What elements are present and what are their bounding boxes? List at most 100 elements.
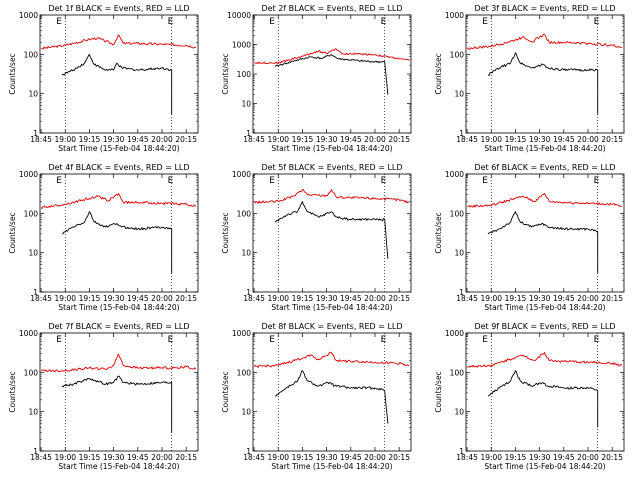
panel-5: Det 5f BLACK = Events, RED = LLD 1 10 100 10… — [221, 163, 412, 312]
x-tick-label: 20:15 — [388, 135, 410, 144]
x-tick-label: 19:00 — [480, 294, 502, 303]
y-axis-label: Counts/sec — [221, 212, 230, 253]
x-tick-label: 19:00 — [54, 294, 76, 303]
panel-7: Det 7f BLACK = Events, RED = LLD 1 10 100 10… — [8, 322, 199, 471]
y-tick-label: 10 — [241, 249, 251, 258]
marker-label: E — [168, 17, 174, 27]
x-tick-label: 18:45 — [456, 294, 478, 303]
x-tick-label: 19:15 — [505, 453, 527, 462]
y-tick-label: 1000 — [445, 11, 464, 20]
y-axis-label: Counts/sec — [8, 212, 17, 253]
x-axis-label: Start Time (15-Feb-04 18:44:20) — [271, 462, 392, 471]
events-series-line — [274, 370, 389, 424]
x-tick-label: 19:00 — [480, 453, 502, 462]
marker-label: E — [56, 17, 62, 27]
marker-label: E — [168, 176, 174, 186]
y-tick-label: 10 — [28, 408, 38, 417]
events-series-line — [61, 53, 173, 115]
marker-label: E — [482, 335, 488, 345]
marker-label: E — [594, 176, 600, 186]
x-tick-label: 20:00 — [577, 453, 599, 462]
y-tick-label: 10 — [454, 90, 464, 99]
x-axis-label: Start Time (15-Feb-04 18:44:20) — [271, 303, 392, 312]
panel-title: Det 2f BLACK = Events, RED = LLD — [261, 4, 402, 13]
x-tick-label: 19:45 — [340, 294, 362, 303]
y-tick-label: 100 — [24, 209, 39, 218]
lld-series-line — [466, 352, 623, 368]
x-tick-label: 18:45 — [243, 453, 265, 462]
x-axis-label: Start Time (15-Feb-04 18:44:20) — [58, 303, 179, 312]
plot-frame — [39, 14, 199, 134]
events-series-line — [61, 211, 173, 274]
panel-title: Det 9f BLACK = Events, RED = LLD — [474, 322, 615, 331]
marker-label: E — [482, 17, 488, 27]
x-tick-label: 19:15 — [292, 294, 314, 303]
x-tick-label: 18:45 — [456, 135, 478, 144]
x-tick-label: 18:45 — [243, 294, 265, 303]
events-series-line — [487, 52, 599, 115]
y-tick-label: 100 — [450, 368, 465, 377]
x-tick-label: 20:00 — [577, 294, 599, 303]
y-tick-label: 1000 — [232, 170, 251, 179]
x-tick-label: 19:30 — [316, 135, 338, 144]
x-axis-label: Start Time (15-Feb-04 18:44:20) — [58, 144, 179, 153]
x-tick-label: 19:00 — [267, 453, 289, 462]
y-tick-label: 100 — [450, 209, 465, 218]
x-tick-label: 19:45 — [127, 453, 149, 462]
x-tick-label: 20:00 — [151, 294, 173, 303]
x-tick-label: 20:00 — [364, 453, 386, 462]
y-axis-label: Counts/sec — [8, 53, 17, 94]
x-tick-label: 19:00 — [267, 294, 289, 303]
x-tick-label: 19:15 — [79, 135, 101, 144]
events-series-line — [274, 54, 389, 95]
y-tick-label: 100 — [24, 368, 39, 377]
lld-series-line — [253, 351, 409, 368]
panel-title: Det 6f BLACK = Events, RED = LLD — [474, 163, 615, 172]
marker-label: E — [594, 17, 600, 27]
x-tick-label: 19:30 — [316, 453, 338, 462]
x-tick-label: 19:15 — [79, 453, 101, 462]
x-tick-label: 20:15 — [175, 135, 197, 144]
marker-label: E — [482, 176, 488, 186]
plot-frame — [465, 173, 625, 293]
x-axis-label: Start Time (15-Feb-04 18:44:20) — [484, 462, 605, 471]
panel-title: Det 4f BLACK = Events, RED = LLD — [48, 163, 189, 172]
panel-title: Det 7f BLACK = Events, RED = LLD — [48, 322, 189, 331]
y-tick-label: 1 — [459, 447, 464, 456]
x-tick-label: 19:45 — [340, 135, 362, 144]
plot-frame — [39, 332, 199, 452]
y-tick-label: 10 — [241, 408, 251, 417]
y-tick-label: 1000 — [19, 11, 38, 20]
panel-2: Det 2f BLACK = Events, RED = LLD 1 10 100 10… — [221, 4, 412, 153]
marker-label: E — [269, 335, 275, 345]
plot-frame — [252, 332, 412, 452]
x-tick-label: 18:45 — [456, 453, 478, 462]
x-tick-label: 20:15 — [601, 294, 623, 303]
events-series-line — [487, 211, 599, 274]
marker-label: E — [56, 176, 62, 186]
x-tick-label: 19:00 — [267, 135, 289, 144]
x-tick-label: 20:15 — [175, 294, 197, 303]
y-tick-label: 1000 — [19, 170, 38, 179]
events-series-line — [61, 375, 173, 433]
marker-label: E — [381, 335, 387, 345]
x-tick-label: 18:45 — [243, 135, 265, 144]
panel-title: Det 3f BLACK = Events, RED = LLD — [474, 4, 615, 13]
x-tick-label: 20:00 — [364, 135, 386, 144]
y-tick-label: 1 — [246, 288, 251, 297]
plot-frame — [252, 14, 412, 134]
y-axis-label: Counts/sec — [221, 371, 230, 412]
x-tick-label: 19:30 — [529, 453, 551, 462]
panel-title: Det 1f BLACK = Events, RED = LLD — [48, 4, 189, 13]
y-tick-label: 10 — [28, 249, 38, 258]
x-tick-label: 19:30 — [316, 294, 338, 303]
x-axis-label: Start Time (15-Feb-04 18:44:20) — [271, 144, 392, 153]
lld-series-line — [40, 193, 197, 209]
x-tick-label: 19:45 — [127, 294, 149, 303]
marker-label: E — [269, 176, 275, 186]
x-tick-label: 19:30 — [103, 135, 125, 144]
x-tick-label: 20:15 — [601, 453, 623, 462]
y-tick-label: 10000 — [227, 11, 251, 20]
x-tick-label: 18:45 — [30, 135, 52, 144]
